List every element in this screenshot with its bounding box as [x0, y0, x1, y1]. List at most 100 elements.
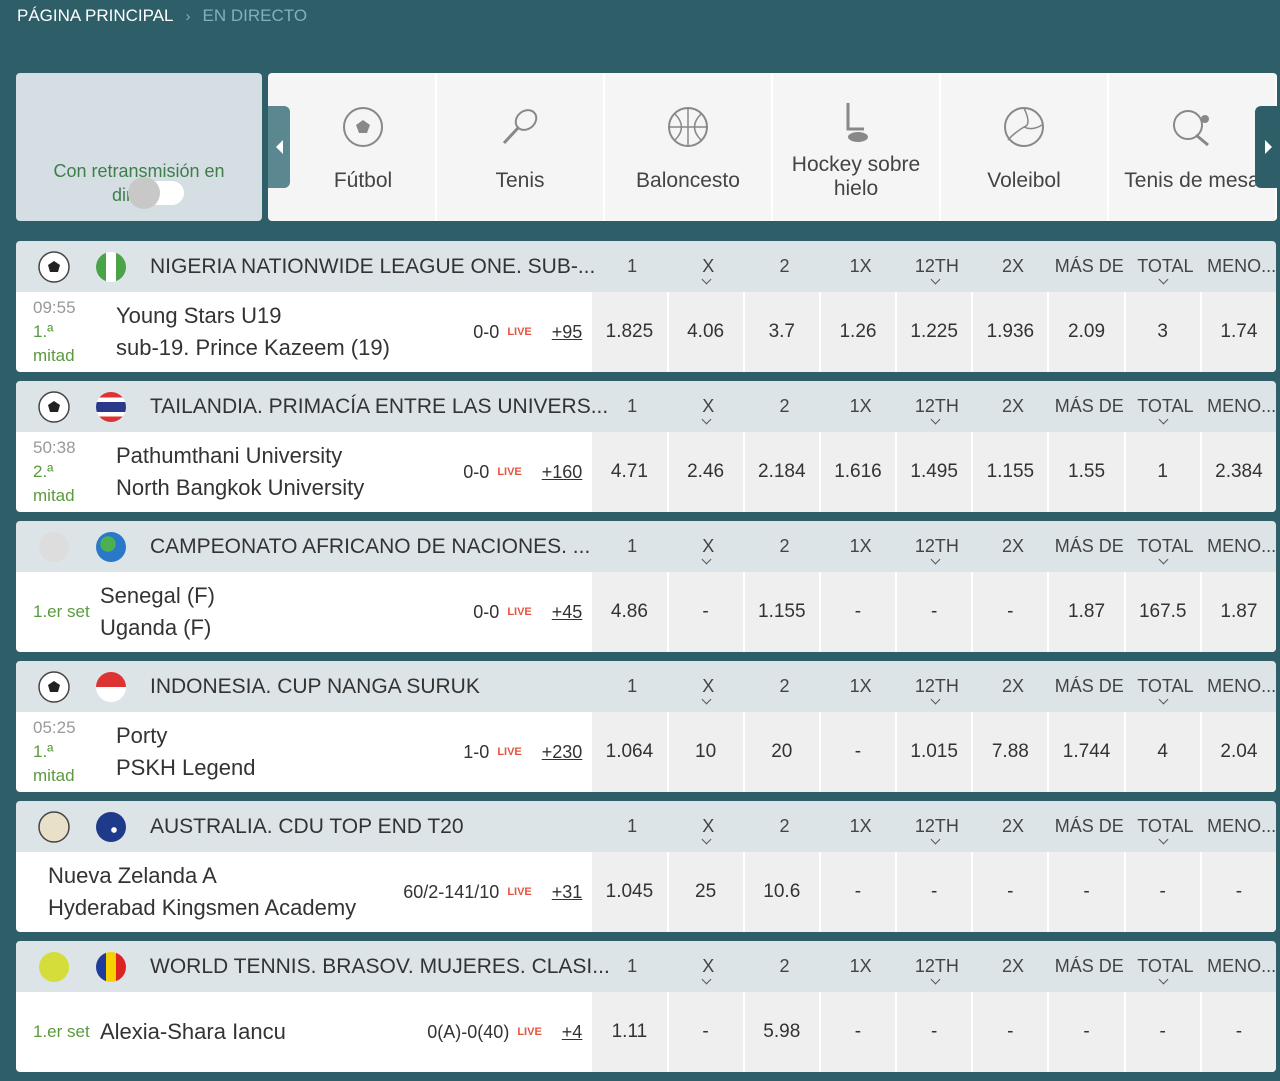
sport-tile[interactable]: Tenis	[437, 73, 605, 221]
team-name[interactable]: PSKH Legend	[116, 755, 256, 780]
market-column[interactable]: 12TH	[899, 536, 975, 557]
odd[interactable]: 4	[1123, 712, 1200, 792]
odd[interactable]: -	[895, 992, 972, 1072]
odd[interactable]: 3	[1123, 292, 1200, 372]
market-column[interactable]: X	[670, 816, 746, 837]
odd[interactable]: 1.064	[590, 712, 667, 792]
odd[interactable]: -	[818, 572, 896, 652]
sport-tile[interactable]: Voleibol	[941, 73, 1109, 221]
odd[interactable]: -	[1047, 992, 1124, 1072]
league-name[interactable]: CAMPEONATO AFRICANO DE NACIONES. ...	[150, 534, 591, 558]
odd[interactable]: -	[1199, 852, 1276, 932]
odd[interactable]: -	[971, 572, 1048, 652]
league-name[interactable]: INDONESIA. CUP NANGA SURUK	[150, 674, 480, 698]
odd[interactable]: 10.6	[742, 852, 819, 932]
team-name[interactable]: Pathumthani University	[116, 443, 343, 468]
odd[interactable]: 1.11	[590, 992, 667, 1072]
odd[interactable]: 1.155	[971, 432, 1048, 512]
odd[interactable]: -	[895, 852, 972, 932]
odd[interactable]: 2.04	[1199, 712, 1276, 792]
team-name[interactable]: North Bangkok University	[116, 475, 365, 500]
odd[interactable]: -	[666, 572, 743, 652]
odd[interactable]: 3.7	[742, 292, 819, 372]
odd[interactable]: 4.06	[666, 292, 743, 372]
odd[interactable]: 20	[742, 712, 819, 792]
market-column[interactable]: X	[670, 676, 746, 697]
odd[interactable]: 1.87	[1199, 572, 1276, 652]
market-column[interactable]: TOTAL	[1127, 956, 1203, 977]
odd[interactable]: 2.46	[666, 432, 743, 512]
odd[interactable]: 1.045	[590, 852, 667, 932]
more-markets[interactable]: +160	[541, 461, 583, 482]
odd[interactable]: 2.384	[1199, 432, 1276, 512]
market-column[interactable]: 12TH	[899, 956, 975, 977]
odd[interactable]: -	[818, 712, 896, 792]
league-name[interactable]: NIGERIA NATIONWIDE LEAGUE ONE. SUB-...	[150, 254, 596, 278]
odd[interactable]: 1.55	[1047, 432, 1124, 512]
more-markets[interactable]: +230	[541, 741, 583, 762]
market-column[interactable]: 12TH	[899, 676, 975, 697]
market-column[interactable]: TOTAL	[1127, 256, 1203, 277]
odd[interactable]: 1.825	[590, 292, 667, 372]
sport-tile[interactable]: Fútbol	[291, 73, 437, 221]
market-column[interactable]: TOTAL	[1127, 816, 1203, 837]
market-column[interactable]: X	[670, 536, 746, 557]
odd[interactable]: 1.744	[1047, 712, 1124, 792]
odd[interactable]: 1.74	[1199, 292, 1276, 372]
odd[interactable]: 4.71	[590, 432, 667, 512]
odd[interactable]: 25	[666, 852, 743, 932]
market-column[interactable]: 12TH	[899, 256, 975, 277]
odd[interactable]: -	[818, 852, 896, 932]
odd[interactable]: 1.936	[971, 292, 1048, 372]
league-name[interactable]: TAILANDIA. PRIMACÍA ENTRE LAS UNIVERS...	[150, 394, 609, 418]
team-name[interactable]: Young Stars U19	[116, 303, 282, 328]
odd[interactable]: 1.616	[818, 432, 896, 512]
team-name[interactable]: sub-19. Prince Kazeem (19)	[116, 335, 390, 360]
league-name[interactable]: WORLD TENNIS. BRASOV. MUJERES. CLASI...	[150, 954, 610, 978]
live-toggle[interactable]: Con retransmisión en directo	[16, 73, 262, 221]
odd[interactable]: -	[971, 852, 1048, 932]
market-column[interactable]: TOTAL	[1127, 676, 1203, 697]
more-markets[interactable]: +95	[551, 321, 583, 342]
scroll-left[interactable]	[268, 106, 290, 188]
market-column[interactable]: X	[670, 956, 746, 977]
league-name[interactable]: AUSTRALIA. CDU TOP END T20	[150, 814, 464, 838]
scroll-right[interactable]	[1255, 106, 1280, 188]
team-name[interactable]: Hyderabad Kingsmen Academy	[48, 895, 357, 920]
odd[interactable]: -	[971, 992, 1048, 1072]
more-markets[interactable]: +4	[561, 1021, 583, 1042]
market-column[interactable]: 12TH	[899, 396, 975, 417]
market-column[interactable]: TOTAL	[1127, 396, 1203, 417]
team-name[interactable]: Nueva Zelanda A	[48, 863, 217, 888]
odd[interactable]: 1.495	[895, 432, 972, 512]
market-column[interactable]: TOTAL	[1127, 536, 1203, 557]
odd[interactable]: -	[818, 992, 896, 1072]
odd[interactable]: 5.98	[742, 992, 819, 1072]
sport-tile[interactable]: Hockey sobre hielo	[773, 73, 941, 221]
odd[interactable]: -	[895, 572, 972, 652]
odd[interactable]: 167.5	[1123, 572, 1200, 652]
odd[interactable]: 2.184	[742, 432, 819, 512]
odd[interactable]: 1.015	[895, 712, 972, 792]
odd[interactable]: 10	[666, 712, 743, 792]
odd[interactable]: 1	[1123, 432, 1200, 512]
team-name[interactable]: Alexia-Shara Iancu	[100, 1019, 286, 1044]
odd[interactable]: 7.88	[971, 712, 1048, 792]
odd[interactable]: -	[1123, 852, 1200, 932]
team-name[interactable]: Senegal (F)	[100, 583, 215, 608]
team-name[interactable]: Uganda (F)	[100, 615, 212, 640]
odd[interactable]: 1.26	[818, 292, 896, 372]
market-column[interactable]: X	[670, 396, 746, 417]
odd[interactable]: 4.86	[590, 572, 667, 652]
market-column[interactable]: 12TH	[899, 816, 975, 837]
breadcrumb-home[interactable]: PÁGINA PRINCIPAL	[17, 6, 174, 25]
odd[interactable]: -	[666, 992, 743, 1072]
sport-tile[interactable]: Baloncesto	[605, 73, 773, 221]
odd[interactable]: -	[1199, 992, 1276, 1072]
odd[interactable]: 1.155	[742, 572, 819, 652]
odd[interactable]: 1.87	[1047, 572, 1124, 652]
switch[interactable]	[128, 177, 184, 209]
team-name[interactable]: Porty	[116, 723, 168, 748]
sport-tile[interactable]: Tenis de mesa	[1109, 73, 1277, 221]
odd[interactable]: -	[1123, 992, 1200, 1072]
